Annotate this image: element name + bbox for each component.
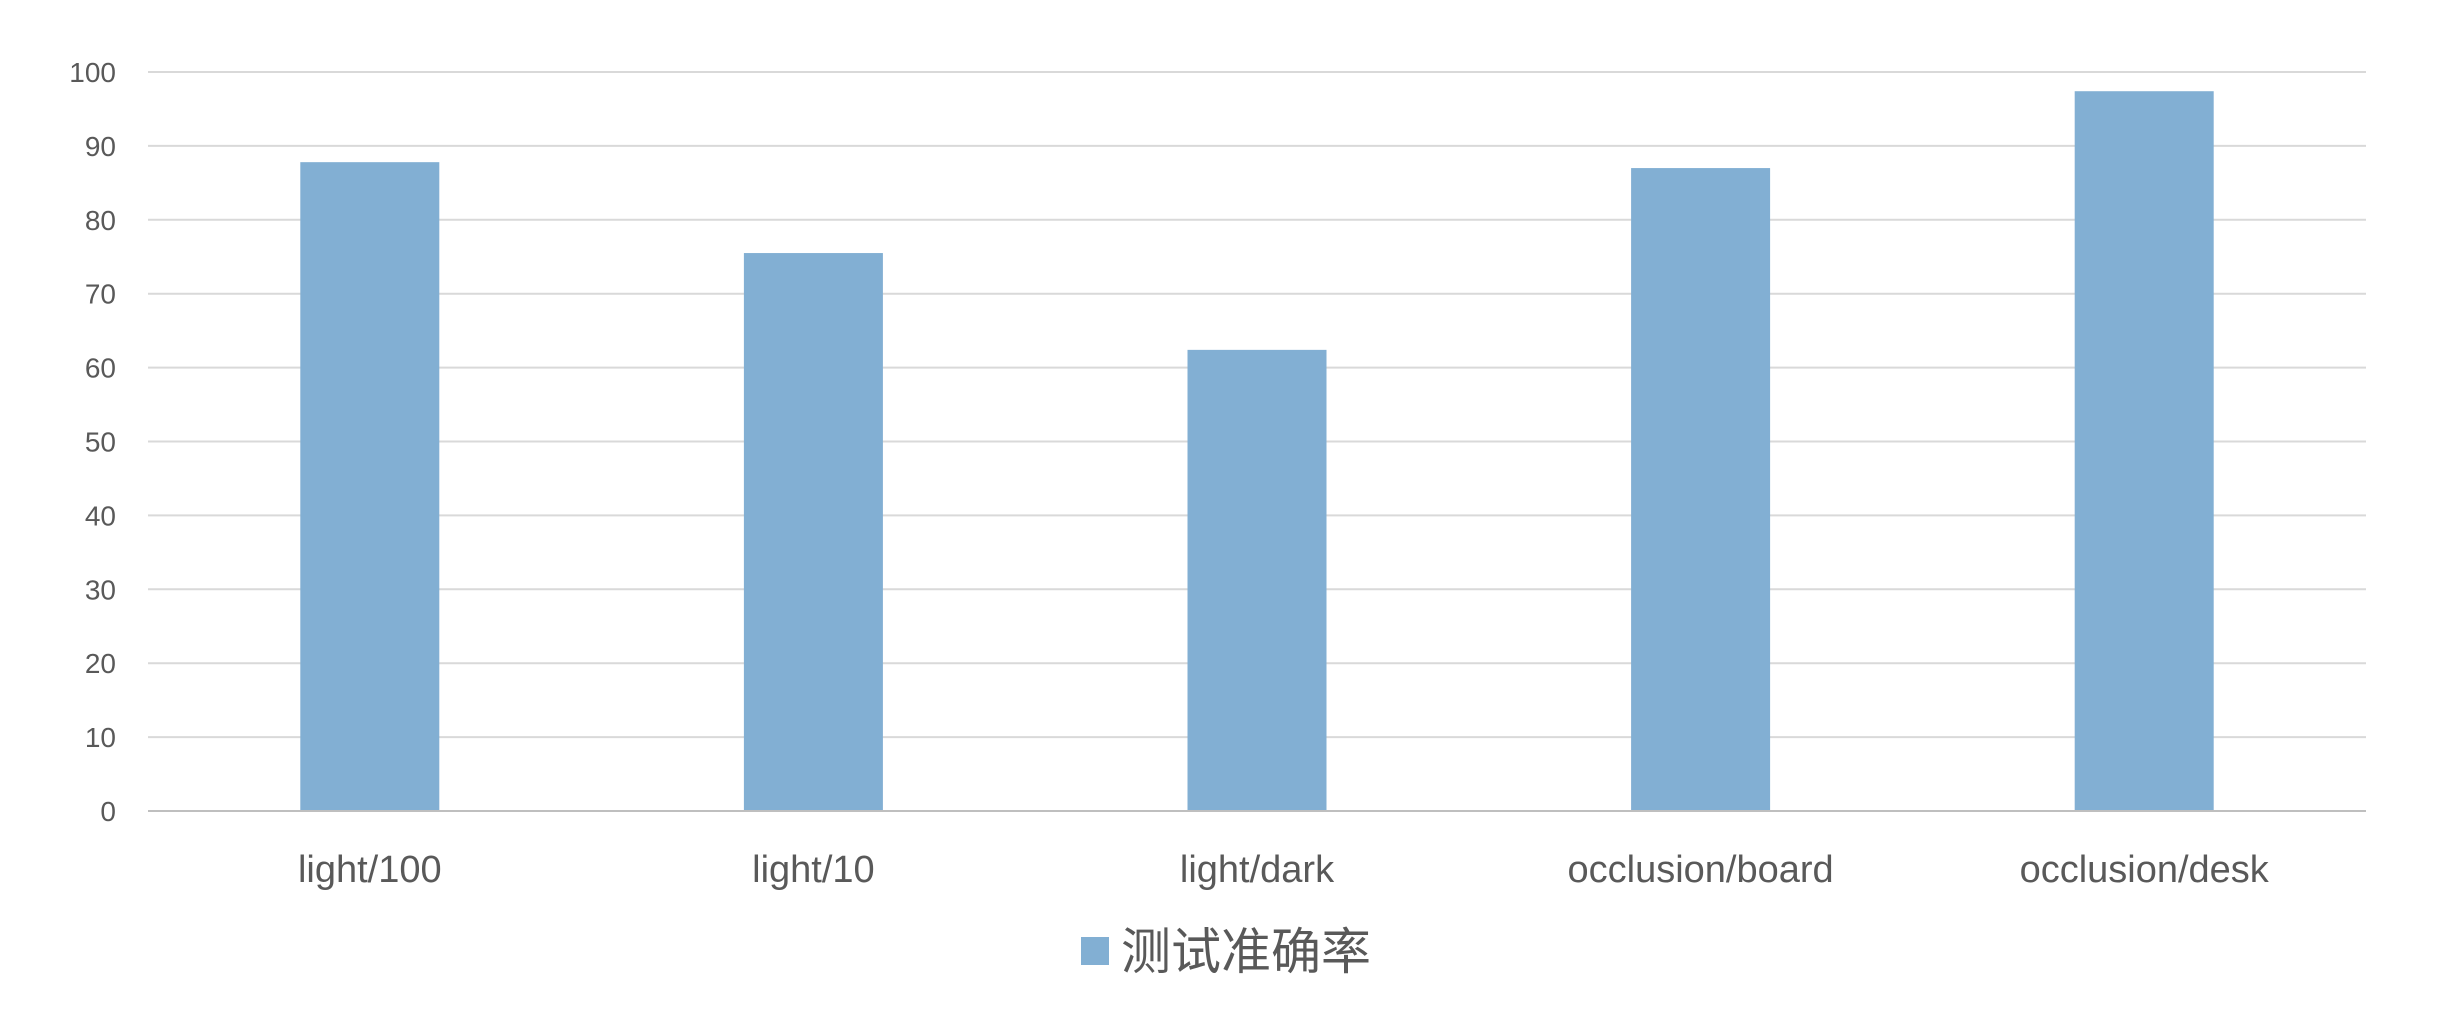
y-tick-label: 90 bbox=[85, 131, 116, 162]
y-tick-label: 80 bbox=[85, 205, 116, 236]
y-tick-label: 0 bbox=[100, 796, 116, 827]
y-tick-label: 60 bbox=[85, 353, 116, 384]
y-tick-label: 50 bbox=[85, 427, 116, 458]
x-tick-label: light/dark bbox=[1180, 849, 1335, 891]
y-tick-label: 20 bbox=[85, 648, 116, 679]
bar[interactable] bbox=[1631, 168, 1771, 811]
y-tick-label: 30 bbox=[85, 574, 116, 605]
y-tick-label: 70 bbox=[85, 279, 116, 310]
legend-swatch bbox=[1081, 937, 1109, 965]
legend[interactable]: 测试准确率 bbox=[1081, 923, 1371, 981]
x-tick-label: light/10 bbox=[752, 849, 875, 891]
x-tick-label: light/100 bbox=[298, 849, 442, 891]
legend-label: 测试准确率 bbox=[1121, 923, 1371, 981]
y-tick-label: 100 bbox=[69, 57, 116, 88]
bar[interactable] bbox=[300, 162, 440, 811]
y-tick-label: 40 bbox=[85, 500, 116, 531]
y-tick-label: 10 bbox=[85, 722, 116, 753]
x-tick-label: occlusion/desk bbox=[2020, 849, 2270, 891]
y-axis-ticks: 0 10 20 30 40 50 60 70 80 90 100 bbox=[69, 57, 116, 827]
bar[interactable] bbox=[743, 253, 883, 811]
x-axis-ticks: light/100 light/10 light/dark occlusion/boa… bbox=[298, 849, 2270, 891]
bars bbox=[300, 91, 2214, 812]
x-tick-label: occlusion/board bbox=[1568, 849, 1834, 891]
bar[interactable] bbox=[2074, 91, 2214, 812]
bar[interactable] bbox=[1187, 349, 1327, 811]
